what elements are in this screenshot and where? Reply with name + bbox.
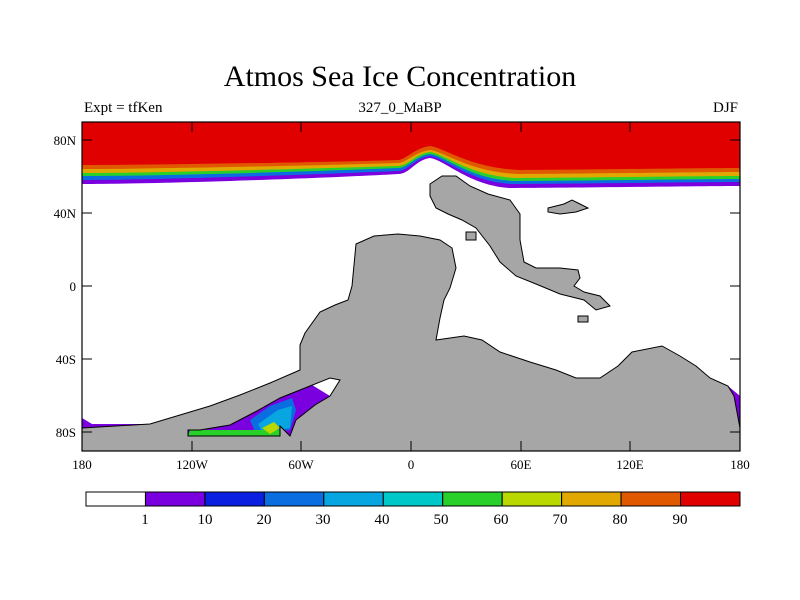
lat-label: 40S (56, 352, 76, 367)
colorbar-swatch (85, 491, 146, 507)
lat-label: 0 (70, 279, 77, 294)
island-1 (547, 199, 590, 215)
colorbar-label: 20 (257, 512, 272, 528)
island-3 (465, 231, 477, 241)
colorbar-swatch (561, 491, 622, 507)
colorbar-label: 60 (494, 512, 509, 528)
colorbar-label: 70 (553, 512, 568, 528)
colorbar-swatch (323, 491, 384, 507)
season-label: DJF (712, 100, 738, 116)
colorbar-swatch (442, 491, 503, 507)
colorbar-label: 40 (375, 512, 390, 528)
lon-label: 180 (730, 457, 750, 472)
lon-label: 60W (288, 457, 314, 472)
colorbar-label: 80 (613, 512, 628, 528)
colorbar-labels: 1 10 20 30 40 50 60 70 80 90 (141, 512, 687, 528)
colorbar (85, 491, 741, 507)
experiment-label: Expt = tfKen (84, 100, 163, 116)
lon-label: 120W (176, 457, 209, 472)
plot-title: Atmos Sea Ice Concentration (223, 60, 577, 93)
colorbar-swatch (501, 491, 563, 507)
lon-label: 120E (616, 457, 644, 472)
colorbar-swatch (620, 491, 682, 507)
lon-label: 180 (72, 457, 92, 472)
lat-label: 40N (54, 206, 77, 221)
longitude-labels: 180 120W 60W 0 60E 120E 180 (72, 457, 750, 472)
latitude-labels: 80N 40N 0 40S 80S (54, 133, 77, 440)
southern-continent (81, 233, 741, 452)
colorbar-swatch (204, 491, 265, 507)
lat-label: 80N (54, 133, 77, 148)
colorbar-label: 1 (141, 512, 149, 528)
land-masses (81, 175, 741, 452)
axis-ticks (82, 122, 740, 451)
island-2 (577, 315, 589, 323)
colorbar-swatch (680, 491, 741, 507)
colorbar-label: 90 (673, 512, 688, 528)
colorbar-label: 30 (316, 512, 331, 528)
colorbar-swatch (382, 491, 444, 507)
arctic-sea-ice (82, 122, 740, 188)
colorbar-label: 10 (198, 512, 213, 528)
northern-continent (429, 175, 611, 311)
lon-label: 60E (511, 457, 532, 472)
lon-label: 0 (408, 457, 415, 472)
colorbar-swatch (144, 491, 206, 507)
colorbar-swatch (263, 491, 325, 507)
colorbar-label: 50 (434, 512, 449, 528)
lat-label: 80S (56, 425, 76, 440)
case-label: 327_0_MaBP (358, 100, 442, 116)
